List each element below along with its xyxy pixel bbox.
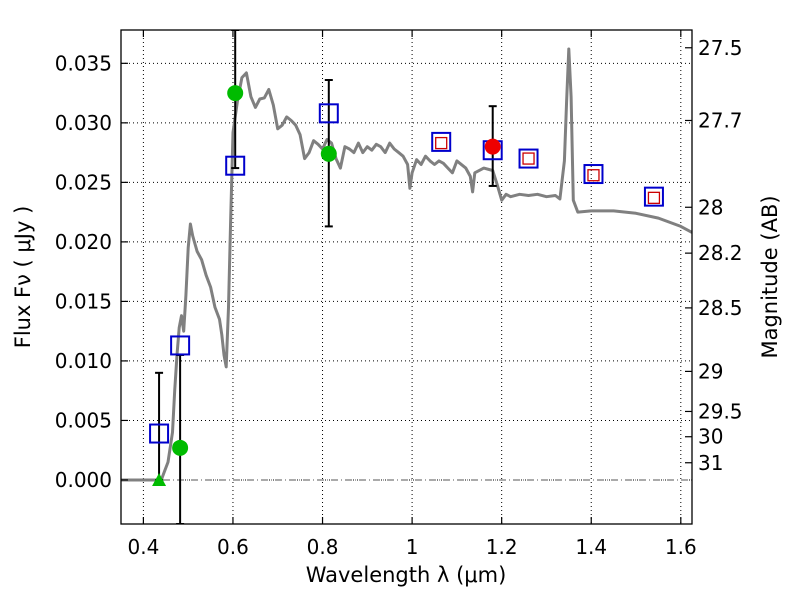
model-flux-marker (318, 103, 339, 124)
upper-limit-model-marker (435, 136, 448, 150)
plot-area (121, 30, 692, 524)
x-tick-label: 0.6 (217, 535, 249, 559)
model-flux-marker (643, 186, 664, 207)
upper-limit-marker (152, 472, 167, 486)
observed-flux-marker (172, 439, 189, 456)
x-axis-title: Wavelength λ (μm) (306, 563, 507, 587)
model-flux-marker (225, 155, 246, 176)
model-flux-marker (583, 164, 604, 185)
sed-template-line (121, 47, 692, 482)
upper-limit-model-marker (522, 152, 535, 165)
y-tick-label: 0.020 (55, 230, 112, 254)
magnitude-tick-label: 28.2 (698, 241, 743, 265)
x-tick-label: 1 (406, 535, 419, 559)
y-tick-label: 0.000 (55, 468, 112, 492)
magnitude-tick-label: 29.5 (698, 399, 743, 423)
model-flux-marker (149, 423, 170, 444)
plot-frame (120, 29, 693, 525)
magnitude-tick-label: 27.5 (698, 36, 743, 60)
y-axis: 0.000 0.005 0.010 0.015 0.020 0.025 0.030 0.035 (55, 51, 128, 492)
upper-limit-model-marker (587, 169, 600, 182)
observed-flux-marker (227, 85, 244, 102)
magnitude-tick-label: 29 (698, 359, 723, 383)
x-axis: 0.4 0.6 0.8 1 1.2 1.4 1.6 (127, 30, 697, 559)
magnitude-tick-label: 31 (698, 451, 723, 475)
y-tick-label: 0.025 (55, 170, 112, 194)
x-tick-label: 1.6 (665, 535, 697, 559)
x-tick-label: 0.4 (127, 535, 159, 559)
observed-flux-marker (484, 138, 501, 155)
y-tick-label: 0.035 (55, 51, 112, 75)
magnitude-tick-label: 30 (698, 425, 723, 449)
magnitude-tick-label: 27.7 (698, 108, 743, 132)
x-tick-label: 0.8 (307, 535, 339, 559)
upper-limit-model-marker (647, 191, 661, 204)
magnitude-tick-label: 28 (698, 195, 723, 219)
model-flux-marker (431, 131, 452, 152)
y-axis-title: Flux Fν ( μJy ) (11, 206, 35, 349)
y-tick-label: 0.005 (55, 408, 112, 432)
y-tick-label: 0.010 (55, 349, 112, 373)
data-markers (149, 85, 664, 486)
magnitude-tick-label: 28.5 (698, 296, 743, 320)
magnitude-axis-title: Magnitude (AB) (758, 195, 782, 358)
y-tick-label: 0.030 (55, 111, 112, 135)
x-tick-label: 1.2 (486, 535, 518, 559)
observed-flux-marker (320, 145, 337, 162)
y-tick-label: 0.015 (55, 289, 112, 313)
model-flux-marker (518, 148, 539, 169)
model-flux-marker (170, 335, 191, 356)
x-tick-label: 1.4 (575, 535, 607, 559)
